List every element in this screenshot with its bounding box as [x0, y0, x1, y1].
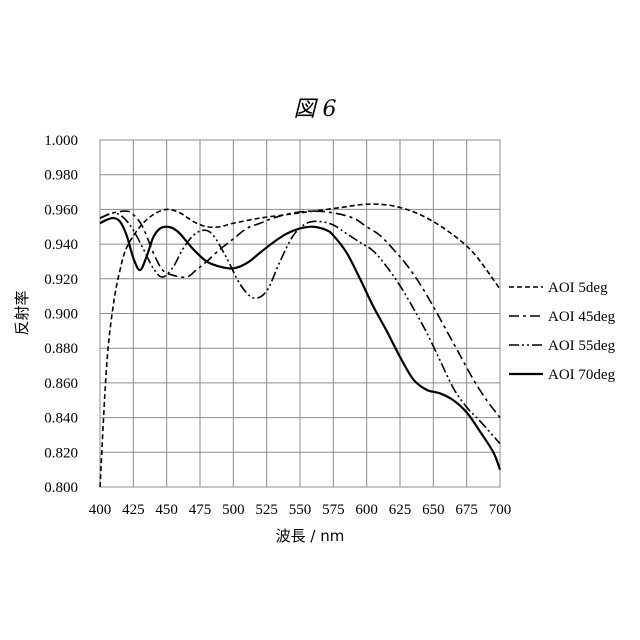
y-axis-label: 反射率	[13, 290, 31, 335]
x-tick-label: 550	[289, 502, 312, 518]
legend-label: AOI 5deg	[548, 280, 608, 296]
x-tick-label: 525	[255, 502, 278, 518]
legend-label: AOI 70deg	[548, 367, 616, 383]
x-tick-label: 625	[389, 502, 412, 518]
legend: AOI 5deg AOI 45deg AOI 55deg AOI 70deg	[509, 280, 616, 383]
y-tick-label: 0.960	[44, 202, 78, 218]
y-tick-label: 0.920	[44, 272, 78, 288]
y-tick-label: 0.940	[44, 237, 78, 253]
y-tick-label: 1.000	[44, 133, 78, 149]
y-tick-label: 0.860	[44, 376, 78, 392]
x-tick-label: 475	[189, 502, 212, 518]
y-tick-label: 0.840	[44, 411, 78, 427]
y-tick-label: 0.820	[44, 445, 78, 461]
x-axis-label: 波長 / nm	[276, 527, 345, 545]
x-tick-label: 450	[155, 502, 178, 518]
chart-title: 図 6	[294, 97, 337, 122]
x-tick-label: 700	[489, 502, 512, 518]
grid	[100, 140, 500, 487]
x-tick-label: 400	[89, 502, 112, 518]
y-tick-label: 0.800	[44, 480, 78, 496]
y-tick-label: 0.880	[44, 341, 78, 357]
x-tick-label: 675	[455, 502, 478, 518]
x-tick-label: 575	[322, 502, 345, 518]
y-tick-labels: 0.800 0.820 0.840 0.860 0.880 0.900 0.920 0.940…	[44, 133, 78, 496]
x-tick-label: 425	[122, 502, 145, 518]
y-tick-label: 0.980	[44, 168, 78, 184]
y-tick-label: 0.900	[44, 307, 78, 323]
legend-label: AOI 45deg	[548, 309, 616, 325]
legend-label: AOI 55deg	[548, 338, 616, 354]
x-tick-label: 500	[222, 502, 245, 518]
x-tick-label: 650	[422, 502, 445, 518]
x-tick-label: 600	[355, 502, 378, 518]
x-tick-labels: 400 425 450 475 500 525 550 575 600 625 650 675 700	[89, 502, 512, 518]
